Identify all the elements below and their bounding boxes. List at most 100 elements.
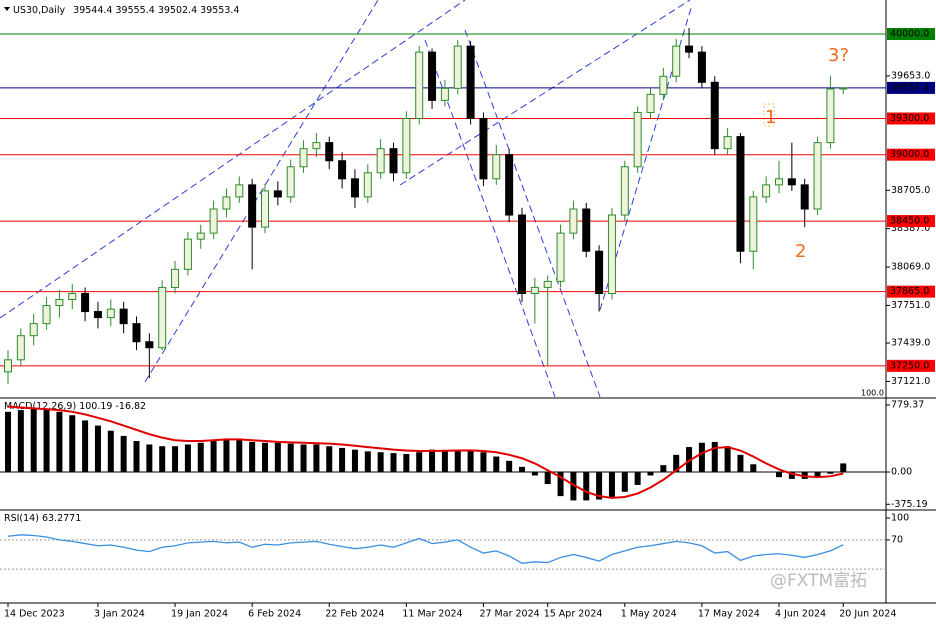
- symbol: US30,Daily: [13, 5, 66, 16]
- y-tick-label: 38387.0: [891, 223, 930, 234]
- candle-body: [620, 166, 629, 216]
- macd-bar: [146, 444, 153, 473]
- candle-body: [55, 298, 64, 307]
- y-tick-label: 38069.0: [891, 262, 930, 273]
- macd-bar: [686, 447, 693, 473]
- candle-body: [428, 51, 437, 101]
- low: 39502.4: [158, 5, 197, 16]
- macd-bar: [184, 444, 191, 473]
- macd-hist-value: 100.19: [79, 401, 112, 412]
- macd-bar: [698, 442, 705, 473]
- macd-bar: [172, 446, 179, 473]
- level-tag: [887, 285, 935, 298]
- macd-bar: [197, 442, 204, 473]
- candle-body: [183, 238, 192, 270]
- level-label: 39300.0: [890, 113, 929, 124]
- x-tick-label: 27 Mar 2024: [479, 609, 539, 620]
- macd-bar: [788, 472, 795, 479]
- pane-borders: [0, 0, 936, 604]
- macd-bar: [377, 452, 384, 473]
- candle-body: [145, 341, 154, 349]
- candle-body: [16, 335, 25, 361]
- y-tick-label: 38705.0: [891, 185, 930, 196]
- candle-body: [132, 323, 141, 343]
- candle-body: [736, 136, 745, 252]
- macd-signal: [7, 405, 844, 499]
- x-tick-label: 19 Jan 2024: [171, 609, 228, 620]
- candle-body: [4, 359, 12, 373]
- annotation-box: [763, 103, 775, 127]
- candle-body: [659, 75, 668, 95]
- macd-signal-value: -16.82: [115, 401, 146, 412]
- x-tick-label: 3 Jan 2024: [94, 609, 145, 620]
- candle-body: [839, 87, 848, 90]
- candle-body: [402, 117, 411, 174]
- x-tick-label: 15 Apr 2024: [544, 609, 603, 620]
- candle-body: [595, 250, 604, 294]
- candle-body: [119, 308, 128, 325]
- macd-bar: [82, 420, 89, 473]
- x-tick-label: 20 Jun 2024: [839, 609, 896, 620]
- y-tick-label: 37439.0: [891, 338, 930, 349]
- level-tag: [887, 359, 935, 372]
- candle-body: [775, 178, 783, 186]
- x-tick-label: 17 May 2024: [698, 609, 760, 620]
- candle-body: [569, 208, 578, 234]
- rsi-value: 63.2771: [42, 513, 81, 524]
- macd-bar: [454, 450, 461, 473]
- candle-body: [415, 51, 424, 119]
- macd-bar: [17, 410, 24, 473]
- candle-body: [440, 87, 449, 101]
- macd-bar: [441, 450, 448, 473]
- candle-body: [248, 184, 257, 228]
- candle-body: [376, 148, 385, 174]
- level-label: 37250.0: [890, 360, 929, 371]
- macd-bar: [339, 447, 346, 473]
- candle-body: [530, 286, 539, 294]
- candle-body: [261, 190, 269, 228]
- candle-body: [312, 142, 321, 150]
- candle-body: [646, 93, 655, 113]
- price-label: 39553.4: [890, 82, 929, 93]
- candle-body: [29, 323, 38, 337]
- annotation: 2: [795, 241, 806, 262]
- level-tag: [887, 112, 935, 125]
- macd-bar: [660, 465, 667, 473]
- candle-body: [685, 45, 694, 53]
- x-tick-label: 6 Feb 2024: [248, 609, 301, 620]
- macd-bar: [724, 446, 731, 473]
- candle-body: [338, 160, 347, 180]
- high: 39555.4: [116, 5, 155, 16]
- candle-body: [363, 172, 372, 198]
- macd-bar: [326, 446, 333, 473]
- macd-bar: [223, 440, 230, 473]
- x-tick-label: 4 Jun 2024: [775, 609, 826, 620]
- candle-body: [158, 286, 167, 349]
- candle-body: [209, 208, 218, 234]
- macd-bar: [262, 442, 268, 473]
- macd-bar: [313, 444, 320, 473]
- candle-body: [196, 232, 205, 240]
- macd-bar: [596, 472, 603, 500]
- macd-bar: [236, 440, 243, 473]
- macd-bar: [120, 435, 127, 473]
- macd-bar: [429, 449, 436, 473]
- macd-bar: [416, 452, 423, 473]
- macd-bar: [608, 472, 615, 497]
- level-tag: [887, 148, 935, 161]
- candle-body: [749, 196, 758, 252]
- candle-body: [582, 208, 591, 252]
- macd-bar: [814, 472, 821, 478]
- macd-bar: [43, 409, 50, 473]
- candle-body: [723, 136, 732, 150]
- macd-bar: [557, 472, 564, 497]
- macd-bar: [107, 430, 114, 473]
- macd-bar: [351, 449, 358, 473]
- candle-body: [93, 311, 102, 319]
- level-label: 40000.0: [890, 29, 929, 40]
- menu-icon[interactable]: [4, 7, 10, 11]
- macd-bar: [159, 446, 166, 473]
- macd-bar: [544, 472, 551, 485]
- level-label: 38450.0: [890, 216, 929, 227]
